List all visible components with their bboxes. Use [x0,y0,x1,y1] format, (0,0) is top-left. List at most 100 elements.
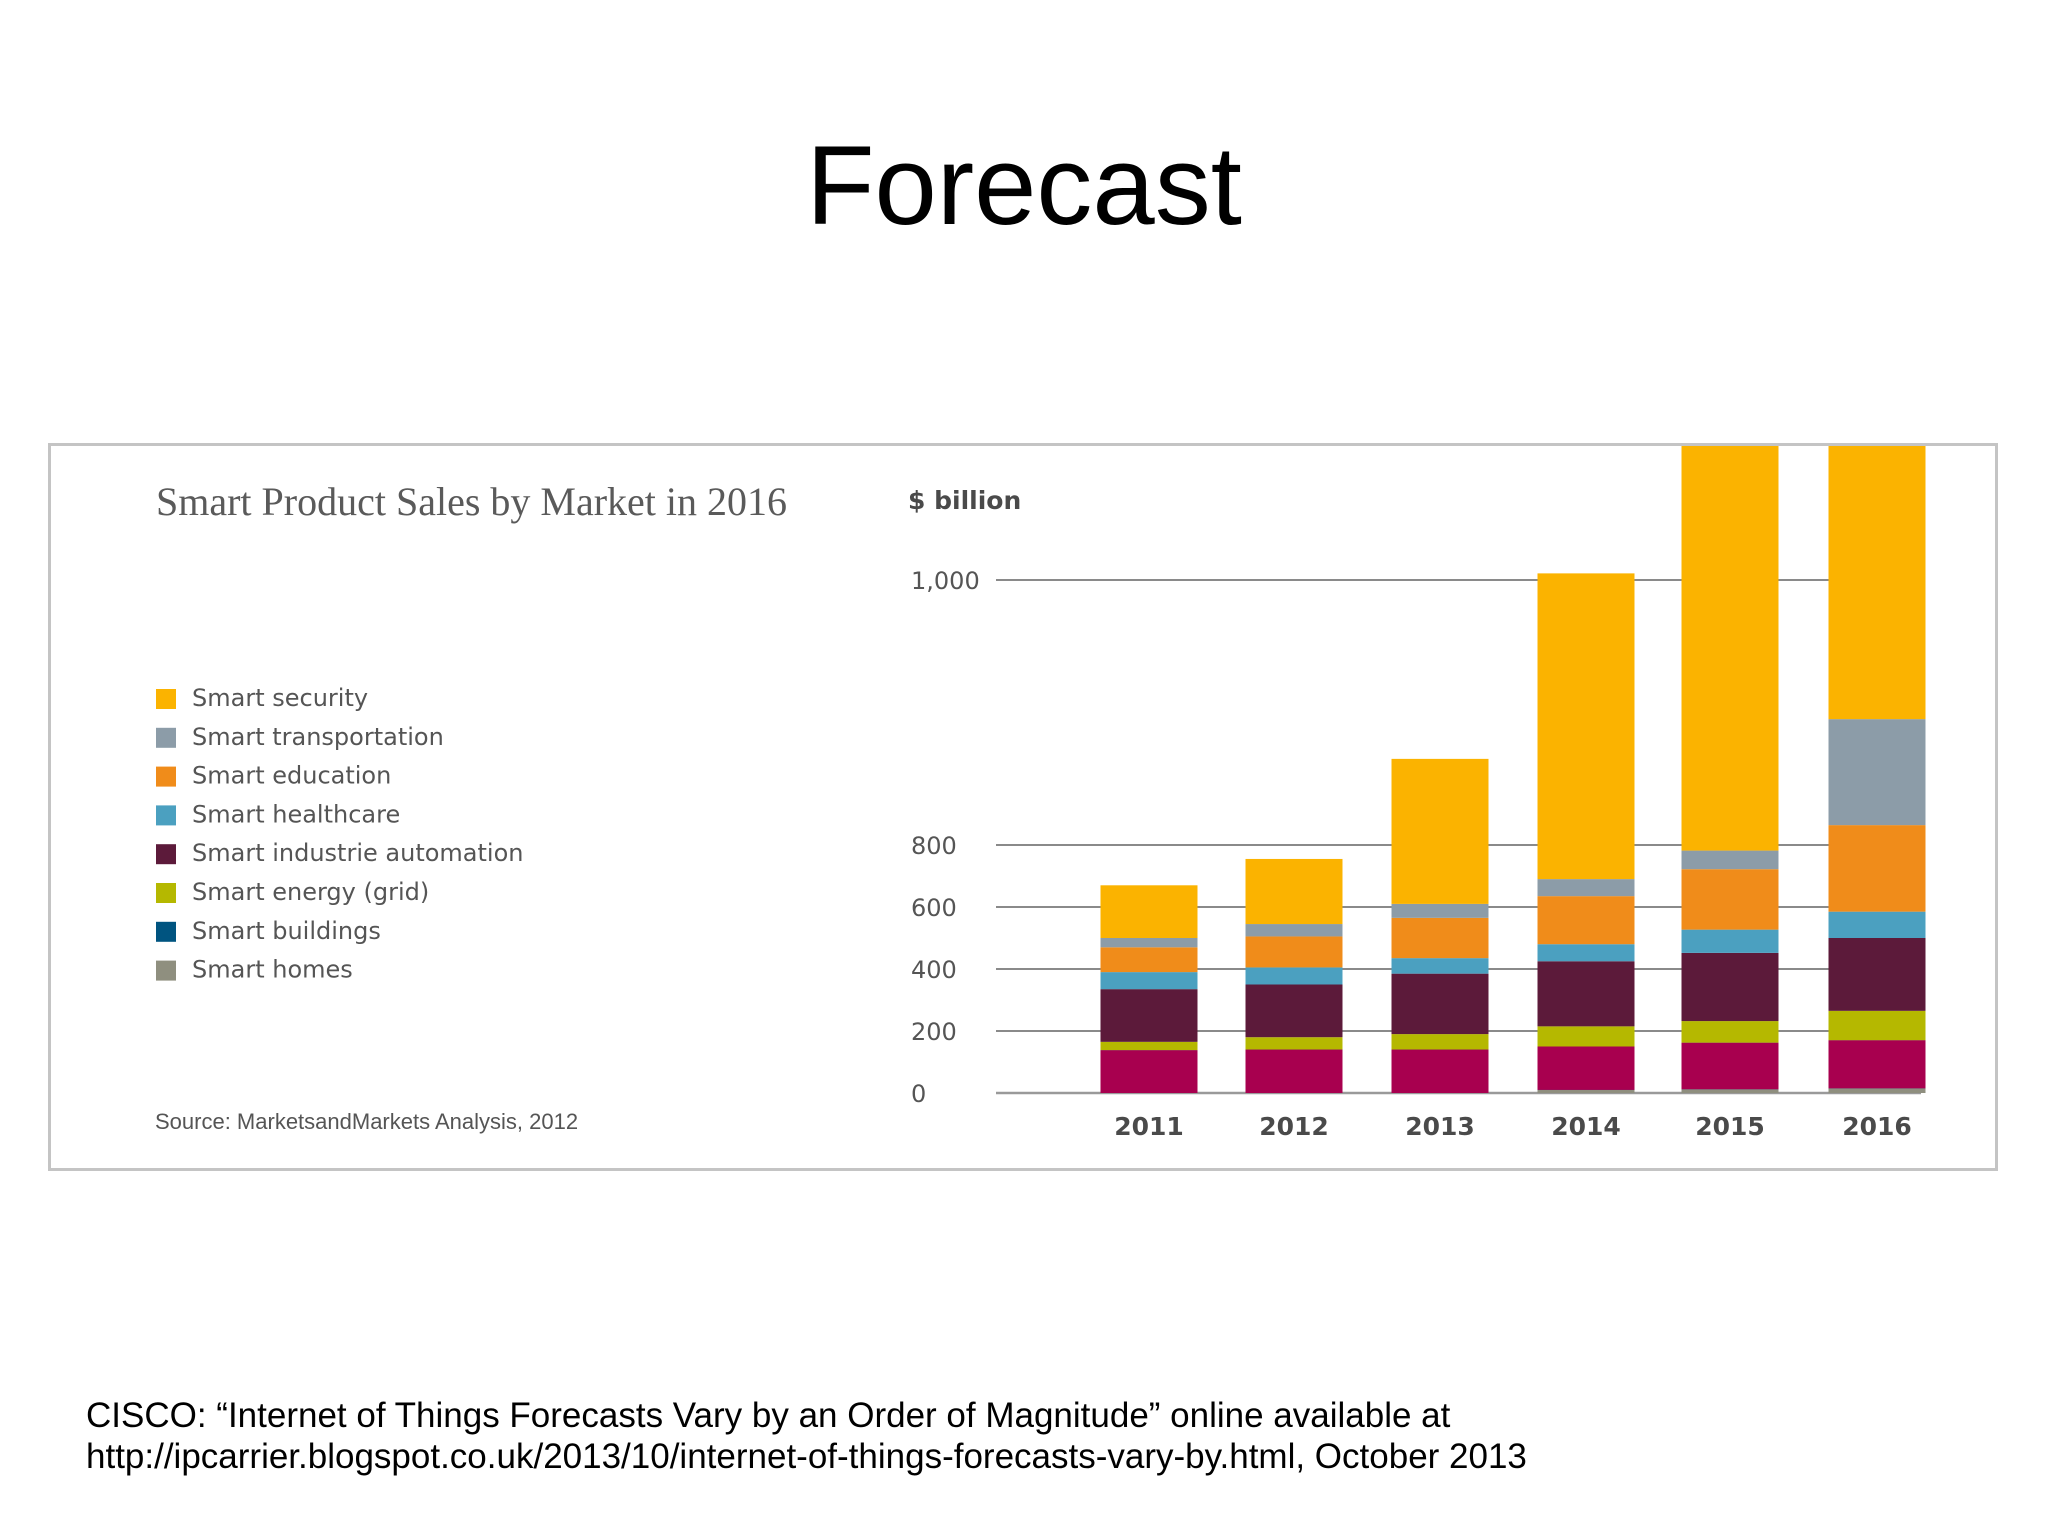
legend-item-smart-education: Smart education [156,762,391,790]
legend-label: Smart healthcare [192,800,400,828]
legend: Smart security Smart transportation Smart … [156,684,523,984]
x-tick-label: 2015 [1695,1112,1765,1141]
y-tick-label: 0 [911,1080,926,1108]
bar-segment-smart-energy-grid [1100,1041,1198,1051]
bar-segment-lower-band [1681,1042,1779,1090]
legend-label: Smart security [192,684,368,712]
bar-segment-lower-band [1537,1046,1635,1090]
x-tick-label: 2016 [1842,1112,1912,1141]
bar-segment-smart-healthcare [1537,944,1635,962]
legend-swatch [156,727,176,748]
legend-item-smart-buildings: Smart buildings [156,917,381,945]
x-tick-label: 2014 [1551,1112,1621,1141]
bar-segment-smart-homes [1828,1088,1926,1093]
bar-segment-smart-education [1537,896,1635,945]
legend-swatch [156,883,176,903]
legend-label: Smart buildings [192,917,381,945]
y-tick-label: 400 [911,956,957,984]
bar-segment-smart-healthcare [1391,958,1489,974]
legend-swatch [156,844,176,865]
chart-title: Smart Product Sales by Market in 2016 [156,479,787,524]
bar-segment-smart-healthcare [1828,911,1926,938]
slide-title: Forecast [806,123,1242,248]
bar-segment-smart-security [1828,446,1926,720]
bar-segment-lower-band [1100,1050,1198,1093]
bar-segment-smart-security [1245,858,1343,925]
y-tick-label: 600 [911,894,957,922]
bar-segment-smart-healthcare [1681,929,1779,953]
citation: CISCO: “Internet of Things Forecasts Var… [86,1395,1986,1477]
legend-item-smart-healthcare: Smart healthcare [156,800,400,828]
legend-item-smart-security: Smart security [156,684,368,712]
x-axis-ticks: 2011 2012 2013 2014 2015 2016 [1114,1112,1912,1141]
bar-segment-smart-industrie-automation [1681,952,1779,1022]
legend-swatch [156,689,176,709]
bar-segment-smart-transportation [1391,903,1489,918]
bar-segment-smart-security [1391,758,1489,904]
y-axis-ticks: 0 200 400 600 800 1,000 [911,567,980,1108]
legend-item-smart-transportation: Smart transportation [156,723,444,751]
bar-segment-smart-energy-grid [1245,1037,1343,1050]
chart-svg: Smart Product Sales by Market in 2016 $ … [155,446,1926,1141]
x-tick-label: 2013 [1405,1112,1475,1141]
bar-segment-smart-transportation [1681,850,1779,870]
bar-segment-smart-energy-grid [1828,1010,1926,1041]
source-note: Source: MarketsandMarkets Analysis, 2012 [155,1109,578,1134]
bar-segment-smart-healthcare [1245,967,1343,985]
legend-label: Smart transportation [192,723,444,751]
bar-segment-smart-homes [1537,1089,1635,1093]
bar-segment-smart-energy-grid [1537,1026,1635,1047]
bar-segment-smart-education [1828,825,1926,912]
bar-segment-smart-transportation [1100,938,1198,948]
bar-segment-smart-security [1537,573,1635,880]
bar-segment-smart-transportation [1245,924,1343,937]
bar-segment-smart-energy-grid [1681,1021,1779,1043]
bar-segment-smart-education [1245,936,1343,968]
bar-segment-smart-transportation [1828,719,1926,826]
legend-label: Smart education [192,762,391,790]
bar-segment-smart-healthcare [1100,972,1198,990]
bar-segment-smart-industrie-automation [1391,973,1489,1035]
y-tick-label: 800 [911,832,957,860]
legend-label: Smart industrie automation [192,839,523,867]
bar-stack-2011 [1100,885,1198,1093]
legend-item-smart-homes: Smart homes [156,956,353,984]
bar-segment-smart-education [1681,869,1779,930]
bar-segment-smart-industrie-automation [1100,989,1198,1042]
legend-swatch [156,960,176,981]
bar-segment-smart-education [1391,917,1489,959]
bar-segment-lower-band [1391,1049,1489,1093]
bar-segment-smart-homes [1681,1089,1779,1093]
bar-segment-smart-transportation [1537,879,1635,897]
bar-segment-smart-security [1100,885,1198,938]
bar-segment-smart-industrie-automation [1828,938,1926,1011]
legend-swatch [156,766,176,787]
chart-frame: Smart Product Sales by Market in 2016 $ … [48,443,1998,1171]
bar-segment-smart-energy-grid [1391,1034,1489,1050]
legend-item-smart-industrie-automation: Smart industrie automation [156,839,523,867]
bar-segment-smart-education [1100,947,1198,973]
bar-stack-2016 [1828,446,1926,1093]
y-tick-label: 1,000 [911,567,980,595]
legend-label: Smart homes [192,956,353,984]
bar-segment-smart-industrie-automation [1245,984,1343,1038]
bar-segment-lower-band [1245,1049,1343,1093]
bar-segment-lower-band [1828,1040,1926,1089]
legend-label: Smart energy (grid) [192,878,429,906]
x-tick-label: 2012 [1259,1112,1329,1141]
citation-line-2: http://ipcarrier.blogspot.co.uk/2013/10/… [86,1437,1527,1476]
bar-stack-2012 [1245,858,1343,1093]
bar-stack-2013 [1391,758,1489,1093]
legend-swatch [156,805,176,826]
bar-stack-2014 [1537,573,1635,1093]
bar-segment-smart-industrie-automation [1537,961,1635,1027]
bar-stack-2015 [1681,446,1779,1093]
legend-item-smart-energy-grid: Smart energy (grid) [156,878,429,906]
citation-line-1: CISCO: “Internet of Things Forecasts Var… [86,1396,1451,1435]
bar-segment-smart-security [1681,446,1779,851]
x-tick-label: 2011 [1114,1112,1184,1141]
legend-swatch [156,921,176,942]
y-tick-label: 200 [911,1018,957,1046]
bars [1100,446,1926,1093]
y-axis-unit-label: $ billion [908,486,1021,515]
